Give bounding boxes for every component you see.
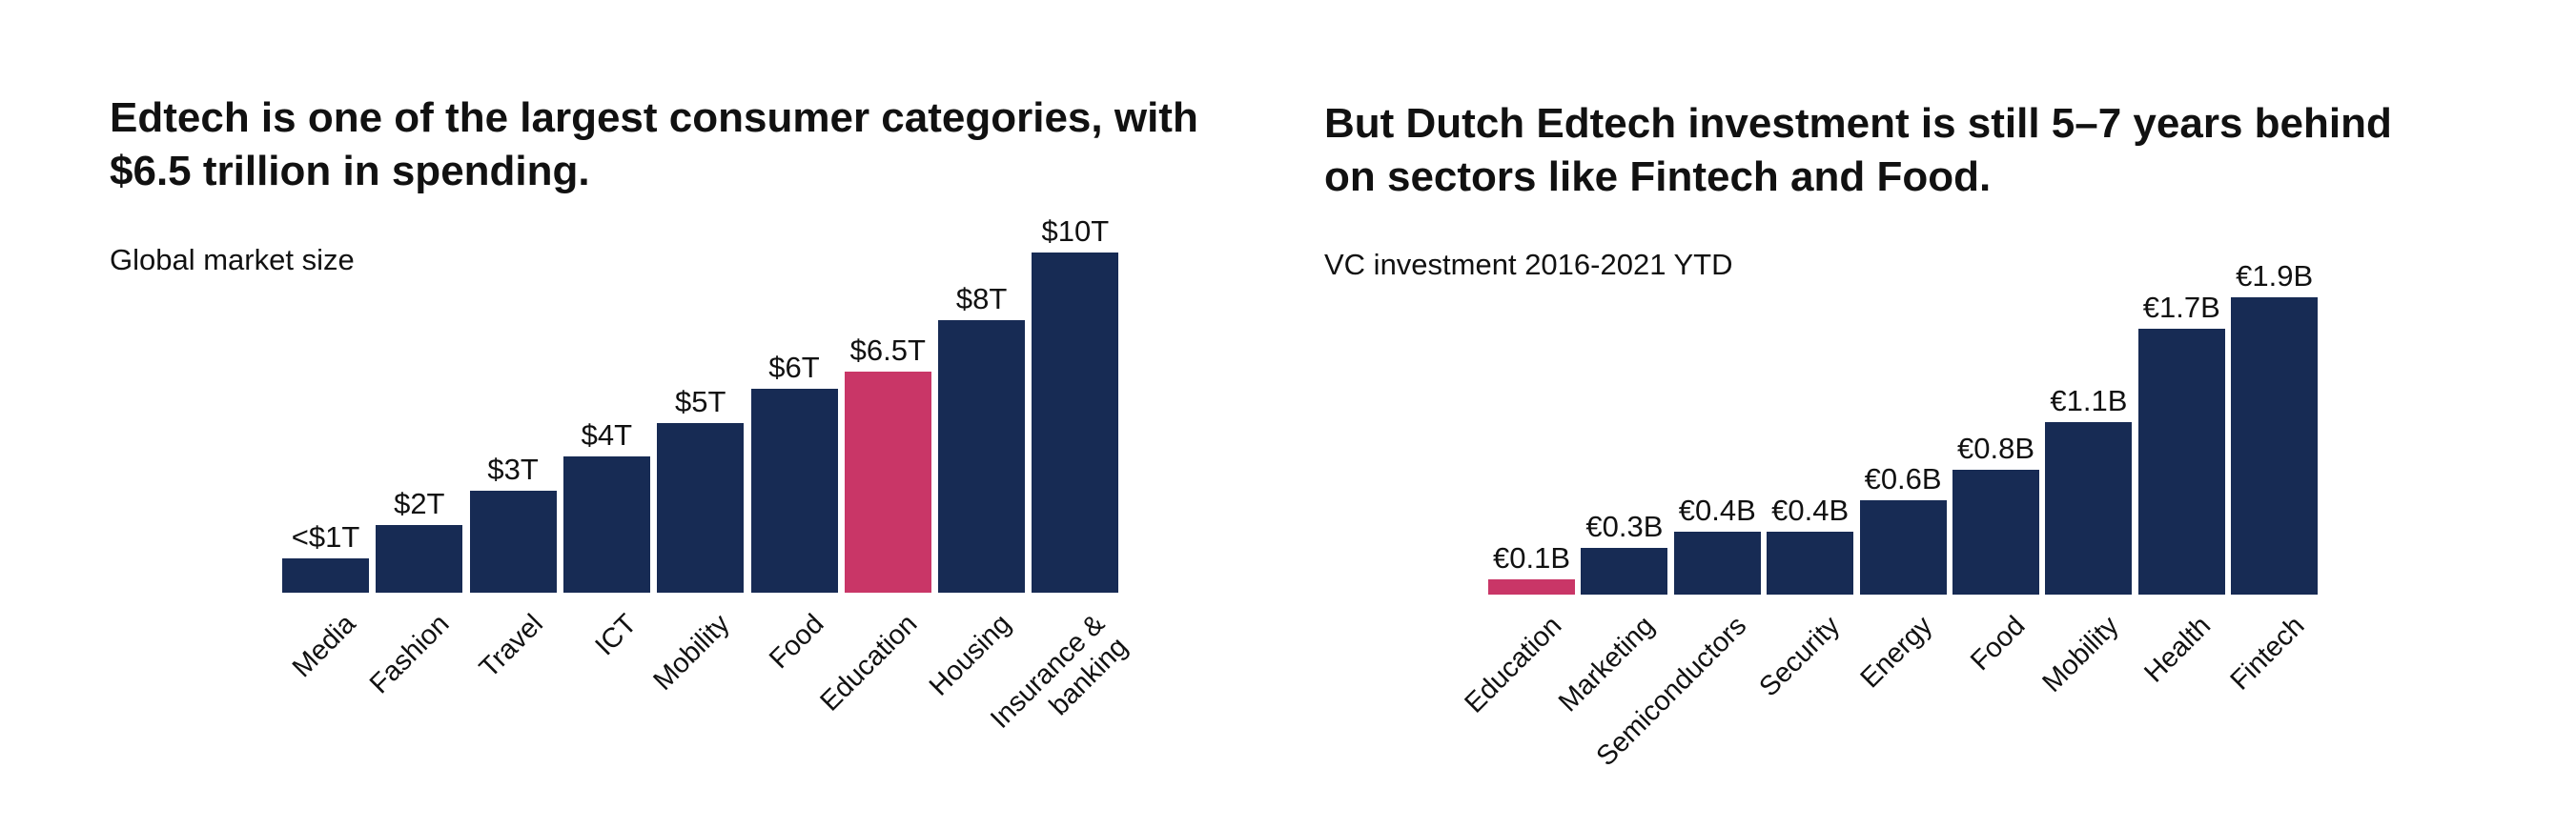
value-label: €1.9B [2236, 259, 2314, 293]
x-tick-label: Travel [473, 608, 549, 684]
bar [1032, 253, 1119, 593]
bar [938, 320, 1026, 593]
value-label: €0.4B [1678, 494, 1756, 528]
value-label: €0.3B [1585, 509, 1664, 543]
bar [750, 388, 838, 593]
x-tick-label: Housing [924, 608, 1017, 702]
bar [844, 371, 931, 593]
x-tick-label: Fashion [363, 608, 456, 700]
bar [1767, 532, 1854, 595]
value-label: $10T [1041, 214, 1110, 248]
x-tick-label: Health [2138, 610, 2218, 689]
chart-title: But Dutch Edtech investment is still 5–7… [1324, 100, 2392, 200]
chart-subtitle: Global market size [110, 243, 355, 276]
x-tick-label: ICT [589, 608, 643, 662]
bar [1673, 532, 1761, 595]
value-label: $5T [674, 384, 726, 418]
bar [562, 456, 650, 593]
bar [657, 422, 745, 593]
bar [1952, 469, 2039, 595]
bar [1581, 547, 1668, 595]
value-label: $6.5T [849, 333, 926, 367]
value-label: $6T [768, 350, 820, 384]
value-label: <$1T [291, 520, 360, 555]
x-tick-label: Mobility [647, 608, 737, 697]
bar [2137, 328, 2225, 595]
x-tick-label: Education [1458, 610, 1567, 719]
chart-subtitle: VC investment 2016-2021 YTD [1324, 248, 1733, 281]
value-label: $2T [394, 486, 445, 520]
bar [469, 490, 557, 593]
value-label: €0.4B [1771, 494, 1850, 528]
x-tick-label: Mobility [2036, 610, 2125, 698]
bar [1488, 578, 1575, 595]
x-tick-label: Food [763, 608, 830, 676]
bar [1859, 500, 1947, 595]
x-tick-label: Education [814, 608, 924, 718]
bar [2231, 297, 2319, 595]
x-tick-label: Food [1965, 610, 2032, 677]
bar [376, 524, 463, 593]
value-label: $8T [955, 282, 1008, 316]
value-label: €1.1B [2050, 384, 2128, 418]
value-label: €0.8B [1956, 431, 2034, 465]
bar [282, 558, 369, 593]
value-label: $3T [487, 452, 539, 486]
chart-title: Edtech is one of the largest consumer ca… [110, 94, 1198, 194]
value-label: €1.7B [2142, 290, 2220, 324]
value-label: $4T [581, 418, 633, 453]
x-tick-label: Media [286, 608, 361, 684]
x-tick-label: Energy [1854, 610, 1939, 695]
value-label: €0.1B [1492, 540, 1570, 575]
bar [2045, 422, 2133, 595]
x-tick-label: Security [1753, 610, 1847, 703]
value-label: €0.6B [1864, 462, 1942, 496]
x-tick-label: Fintech [2224, 610, 2311, 697]
